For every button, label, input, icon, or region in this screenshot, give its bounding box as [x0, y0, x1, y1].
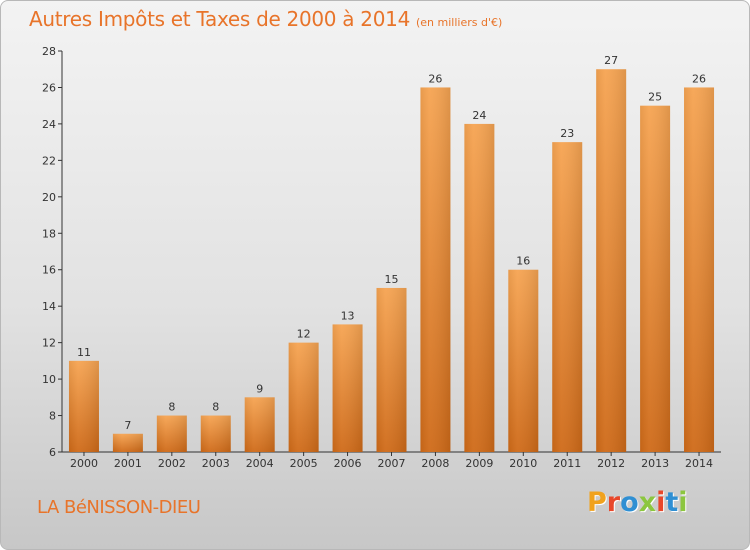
- proxiti-logo[interactable]: Proxiti: [587, 487, 688, 518]
- bar-value-label: 12: [297, 328, 311, 341]
- bar-value-label: 9: [256, 382, 263, 395]
- location-name: LA BéNISSON-DIEU: [37, 497, 201, 518]
- bar-shade: [464, 123, 495, 452]
- x-tick-label: 2006: [334, 457, 362, 470]
- x-tick-label: 2001: [114, 457, 142, 470]
- x-tick-label: 2011: [553, 457, 581, 470]
- y-tick-label: 16: [42, 264, 56, 277]
- y-tick-label: 6: [49, 446, 56, 459]
- y-tick-label: 10: [42, 373, 56, 386]
- y-tick-label: 24: [42, 118, 56, 131]
- y-tick-label: 18: [42, 227, 56, 240]
- x-tick-label: 2004: [246, 457, 274, 470]
- bar-shade: [508, 269, 539, 452]
- x-tick-label: 2005: [290, 457, 318, 470]
- bar-value-label: 26: [692, 72, 706, 85]
- x-tick-label: 2013: [641, 457, 669, 470]
- y-tick-label: 20: [42, 191, 56, 204]
- x-tick-label: 2010: [509, 457, 537, 470]
- bar-shade: [112, 433, 143, 452]
- axes: 6 8 10 12 14 16 18 20 22 24 26 28 2000 2001 2002 2003 20…: [42, 45, 721, 470]
- x-tick-label: 2014: [685, 457, 713, 470]
- chart-title: Autres Impôts et Taxes de 2000 à 2014 (en…: [29, 7, 502, 31]
- brand-letter: P: [587, 487, 607, 518]
- bar-value-label: 8: [168, 401, 175, 414]
- title-text: Autres Impôts et Taxes de 2000 à 2014: [29, 7, 410, 31]
- bar-value-label: 8: [212, 401, 219, 414]
- x-tick-label: 2007: [378, 457, 406, 470]
- bar-shade: [156, 415, 187, 452]
- y-tick-label: 14: [42, 300, 56, 313]
- bar-value-label: 24: [472, 109, 486, 122]
- y-tick-label: 22: [42, 154, 56, 167]
- bar-value-label: 26: [428, 72, 442, 85]
- brand-letter: t: [665, 487, 679, 518]
- bar-shade: [244, 397, 275, 452]
- bar-shade: [420, 87, 451, 453]
- brand-letter: i: [656, 487, 666, 518]
- bar-value-label: 11: [77, 346, 91, 359]
- bar-value-label: 16: [516, 255, 530, 268]
- brand-letter: x: [638, 487, 657, 518]
- bar-shade: [68, 360, 99, 452]
- y-tick-label: 26: [42, 81, 56, 94]
- x-tick-label: 2012: [597, 457, 625, 470]
- bar-value-label: 13: [341, 309, 355, 322]
- bar-shade: [332, 324, 363, 452]
- labels-group: 11 7 8 8 9 12 13 15 26 24 16 23 27 25 26: [77, 54, 706, 432]
- bar-value-label: 25: [648, 91, 662, 104]
- bar-shade: [596, 69, 627, 453]
- title-unit: (en milliers d'€): [416, 16, 503, 29]
- x-tick-label: 2000: [70, 457, 98, 470]
- bar-shade: [684, 87, 715, 453]
- x-tick-label: 2009: [465, 457, 493, 470]
- brand-letter: i: [678, 487, 688, 518]
- brand-letter: o: [620, 487, 639, 518]
- y-tick-label: 12: [42, 337, 56, 350]
- bar-value-label: 27: [604, 54, 618, 67]
- bars-group: [68, 69, 715, 453]
- x-tick-label: 2003: [202, 457, 230, 470]
- bar-shade: [552, 142, 583, 453]
- brand-letter: r: [606, 487, 621, 518]
- bar-value-label: 23: [560, 127, 574, 140]
- bar-shade: [200, 415, 231, 452]
- y-tick-label: 8: [49, 410, 56, 423]
- bar-shade: [376, 287, 407, 452]
- bar-value-label: 7: [124, 419, 131, 432]
- bar-value-label: 15: [385, 273, 399, 286]
- x-tick-label: 2002: [158, 457, 186, 470]
- y-tick-label: 28: [42, 45, 56, 58]
- x-tick-label: 2008: [421, 457, 449, 470]
- bar-shade: [288, 342, 319, 452]
- bar-shade: [640, 105, 671, 452]
